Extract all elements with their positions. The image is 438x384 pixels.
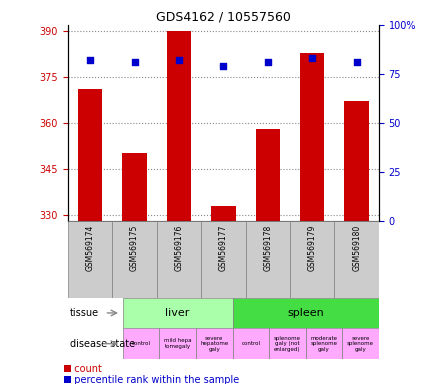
Bar bbox=[269, 328, 306, 359]
Point bbox=[353, 59, 360, 65]
Bar bbox=[201, 221, 246, 298]
Bar bbox=[112, 221, 157, 298]
Bar bbox=[256, 129, 280, 221]
Point bbox=[264, 59, 271, 65]
Bar bbox=[123, 298, 233, 328]
Text: severe
hepatome
galy: severe hepatome galy bbox=[200, 336, 228, 352]
Text: moderate
splenome
galy: moderate splenome galy bbox=[311, 336, 338, 352]
Bar bbox=[167, 31, 191, 221]
Bar bbox=[159, 328, 196, 359]
Text: count: count bbox=[68, 364, 102, 374]
Bar bbox=[306, 328, 342, 359]
Bar bbox=[157, 221, 201, 298]
Bar bbox=[290, 221, 335, 298]
Bar bbox=[233, 328, 269, 359]
Text: GSM569176: GSM569176 bbox=[174, 225, 184, 271]
Point bbox=[220, 63, 227, 69]
Text: splenome
galy (not
enlarged): splenome galy (not enlarged) bbox=[274, 336, 301, 352]
Text: liver: liver bbox=[166, 308, 190, 318]
Text: control: control bbox=[241, 341, 260, 346]
Bar bbox=[300, 53, 325, 221]
Point bbox=[309, 55, 316, 61]
Bar bbox=[344, 101, 369, 221]
Bar bbox=[211, 205, 236, 221]
Bar bbox=[335, 221, 379, 298]
Bar bbox=[122, 154, 147, 221]
Text: mild hepa
tomegaly: mild hepa tomegaly bbox=[164, 338, 191, 349]
Point bbox=[131, 59, 138, 65]
Text: tissue: tissue bbox=[70, 308, 99, 318]
Bar bbox=[78, 89, 102, 221]
Text: GSM569179: GSM569179 bbox=[308, 225, 317, 271]
Point bbox=[87, 57, 94, 63]
Bar bbox=[68, 221, 112, 298]
Text: spleen: spleen bbox=[287, 308, 324, 318]
Point bbox=[176, 57, 183, 63]
Bar bbox=[246, 221, 290, 298]
Bar bbox=[233, 298, 379, 328]
Title: GDS4162 / 10557560: GDS4162 / 10557560 bbox=[156, 11, 291, 24]
Text: GSM569178: GSM569178 bbox=[263, 225, 272, 271]
Text: control: control bbox=[131, 341, 151, 346]
Bar bbox=[123, 328, 159, 359]
Text: severe
splenome
galy: severe splenome galy bbox=[347, 336, 374, 352]
Text: disease state: disease state bbox=[70, 339, 135, 349]
Text: GSM569175: GSM569175 bbox=[130, 225, 139, 271]
Bar bbox=[196, 328, 233, 359]
Text: GSM569180: GSM569180 bbox=[352, 225, 361, 271]
Text: GSM569177: GSM569177 bbox=[219, 225, 228, 271]
Bar bbox=[342, 328, 379, 359]
Text: percentile rank within the sample: percentile rank within the sample bbox=[68, 375, 239, 384]
Text: GSM569174: GSM569174 bbox=[85, 225, 95, 271]
